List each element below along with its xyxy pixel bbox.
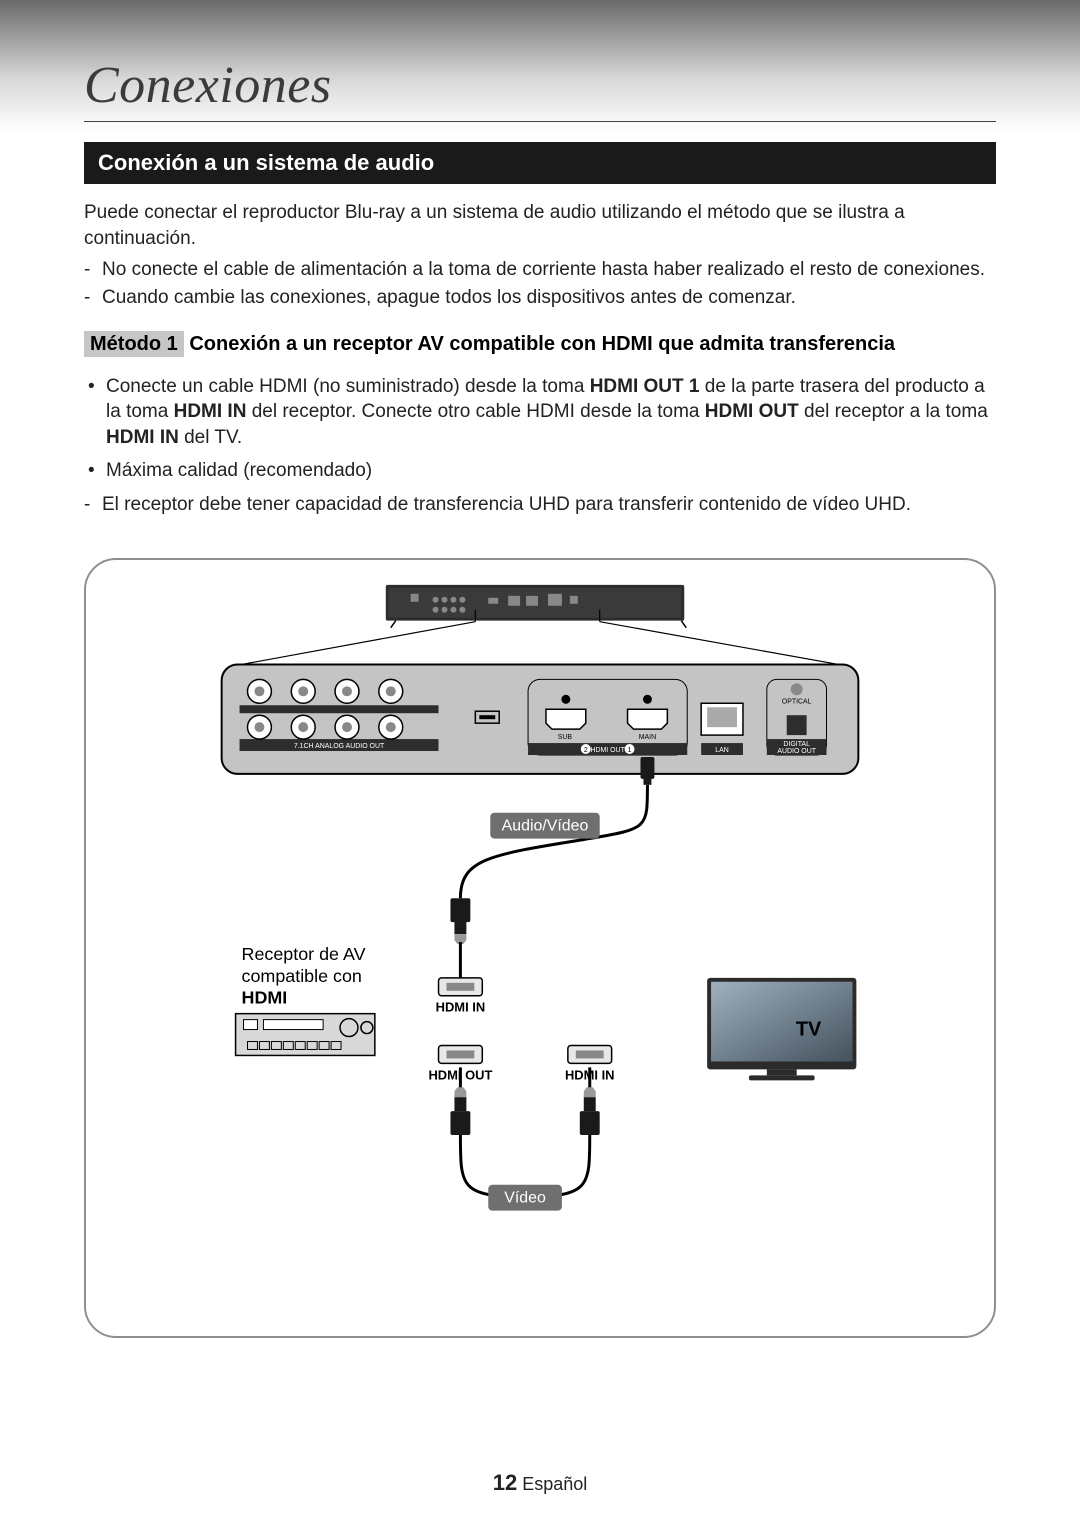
connection-diagram: 7.1CH ANALOG AUDIO OUT <box>84 558 996 1338</box>
list-item: Conecte un cable HDMI (no suministrado) … <box>84 374 996 451</box>
method-title: Conexión a un receptor AV compatible con… <box>189 333 895 355</box>
list-item: Cuando cambie las conexiones, apague tod… <box>84 285 996 311</box>
video-label: Vídeo <box>504 1189 546 1206</box>
instructions-list: Conecte un cable HDMI (no suministrado) … <box>84 374 996 485</box>
text: del receptor. Conecte otro cable HDMI de… <box>246 401 704 422</box>
cable-player-to-receiver: Audio/Vídeo HDMI IN <box>436 757 655 1015</box>
receiver-label-2: compatible con <box>242 966 362 986</box>
hdmi-in-label: HDMI IN <box>436 999 486 1014</box>
audio-video-label: Audio/Vídeo <box>502 817 589 834</box>
bold-text: HDMI IN <box>106 427 179 448</box>
divider <box>84 121 996 122</box>
page-language: Español <box>522 1474 587 1494</box>
svg-text:2: 2 <box>584 747 588 754</box>
player-rear-panel: 7.1CH ANALOG AUDIO OUT <box>222 664 859 773</box>
list-item: Máxima calidad (recomendado) <box>84 458 996 484</box>
digital-label: DIGITAL <box>783 741 810 748</box>
hdmi-out-panel-label: HDMI OUT <box>590 747 625 754</box>
diagram-svg: 7.1CH ANALOG AUDIO OUT <box>86 560 994 1336</box>
bold-text: HDMI OUT 1 <box>590 376 700 397</box>
receiver-label-3: HDMI <box>242 987 288 1007</box>
digital-label-2: AUDIO OUT <box>777 748 816 755</box>
lan-label: LAN <box>715 747 729 754</box>
list-item: El receptor debe tener capacidad de tran… <box>84 492 996 518</box>
list-item: No conecte el cable de alimentación a la… <box>84 257 996 283</box>
bold-text: HDMI OUT <box>705 401 799 422</box>
analog-audio-label: 7.1CH ANALOG AUDIO OUT <box>294 743 385 750</box>
chapter-title: Conexiones <box>84 56 996 115</box>
sub-label: SUB <box>558 734 573 741</box>
method-badge: Método 1 <box>84 331 184 357</box>
optical-label: OPTICAL <box>782 698 812 705</box>
main-label: MAIN <box>639 734 656 741</box>
tv-device: TV <box>707 978 856 1080</box>
cable-receiver-to-tv: Vídeo <box>450 1067 599 1210</box>
tv-label: TV <box>796 1018 822 1040</box>
page-content: Conexiones Conexión a un sistema de audi… <box>84 56 996 1338</box>
intro-paragraph: Puede conectar el reproductor Blu-ray a … <box>84 200 996 251</box>
svg-text:1: 1 <box>628 747 632 754</box>
page-footer: 12 Español <box>0 1470 1080 1496</box>
av-receiver: Receptor de AV compatible con HDMI <box>236 944 375 1056</box>
section-header: Conexión a un sistema de audio <box>84 142 996 184</box>
receiver-label: Receptor de AV <box>242 944 366 964</box>
player-top-view <box>386 585 686 628</box>
text: del TV. <box>179 427 242 448</box>
bold-text: HDMI IN <box>174 401 247 422</box>
text: del receptor a la toma <box>799 401 988 422</box>
note-list: El receptor debe tener capacidad de tran… <box>84 492 996 518</box>
callout-line <box>242 621 839 664</box>
text: Conecte un cable HDMI (no suministrado) … <box>106 376 590 397</box>
warning-list: No conecte el cable de alimentación a la… <box>84 257 996 310</box>
method-heading: Método 1 Conexión a un receptor AV compa… <box>84 333 996 356</box>
page-number: 12 <box>493 1470 517 1495</box>
